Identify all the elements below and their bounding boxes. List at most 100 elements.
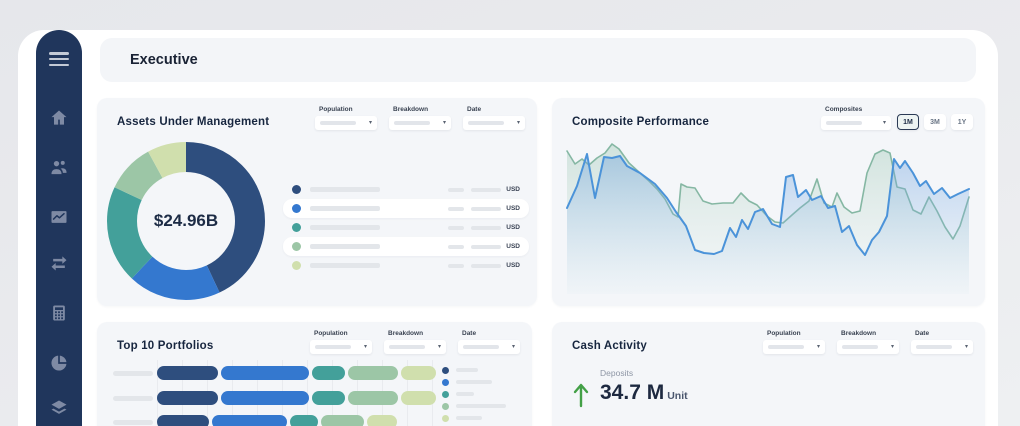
deposits-label: Deposits — [600, 368, 634, 378]
bar-segment — [221, 391, 309, 405]
composite-blue-line — [566, 153, 970, 256]
performance-icon[interactable] — [49, 207, 69, 227]
legend-dot — [292, 223, 301, 232]
portfolio-bar-row[interactable] — [97, 366, 532, 380]
filter-breakdown: Breakdown ▾ — [837, 330, 899, 354]
date-dropdown[interactable]: ▾ — [458, 340, 520, 354]
composites-filter: Composites ▾ — [821, 106, 891, 130]
chevron-down-icon: ▾ — [816, 344, 820, 350]
chevron-down-icon: ▾ — [368, 120, 372, 126]
filter-date: Date ▾ — [463, 106, 525, 130]
portfolio-bar-row[interactable] — [97, 391, 532, 405]
top10-card-title: Top 10 Portfolios — [117, 340, 214, 352]
legend-name-placeholder — [310, 263, 380, 268]
legend-dot — [442, 390, 449, 398]
composite-controls: Composites ▾ 1M 3M 1Y — [821, 106, 973, 130]
aum-donut-chart: $24.96B — [107, 142, 265, 300]
holdings-icon[interactable] — [49, 398, 69, 418]
population-dropdown[interactable]: ▾ — [310, 340, 372, 354]
population-dropdown[interactable]: ▾ — [763, 340, 825, 354]
legend-dot — [292, 242, 301, 251]
composites-dropdown[interactable]: ▾ — [821, 116, 891, 130]
period-button-1m[interactable]: 1M — [897, 114, 919, 130]
donut-segment-series-3 — [107, 142, 265, 300]
legend-name-placeholder — [456, 380, 492, 384]
page-title: Executive — [130, 52, 198, 68]
aum-legend-row[interactable]: USD — [283, 199, 529, 218]
amount-placeholder — [471, 263, 502, 268]
top10-legend — [442, 364, 506, 424]
composite-area-chart — [564, 136, 974, 301]
cash-card-title: Cash Activity — [572, 340, 648, 352]
dropdown-placeholder — [389, 345, 425, 349]
bar-segment — [401, 391, 436, 405]
legend-name-placeholder — [456, 404, 506, 408]
dropdown-placeholder — [826, 121, 862, 125]
aum-legend-row[interactable]: USD — [283, 218, 529, 237]
bar-segment — [348, 391, 398, 405]
portfolio-bar-row[interactable] — [97, 415, 532, 426]
dropdown-placeholder — [394, 121, 430, 125]
top10-portfolios-card: Top 10 Portfolios Population ▾ Breakdown ▾ D… — [97, 322, 532, 426]
filter-label: Breakdown — [388, 330, 424, 337]
sidebar — [36, 30, 82, 426]
bar-segment — [401, 366, 436, 380]
value-placeholder — [448, 263, 465, 268]
amount-placeholder — [471, 244, 502, 249]
aum-legend-row[interactable]: USD — [283, 256, 529, 275]
currency-label: USD — [506, 205, 520, 212]
filter-label: Date — [915, 330, 930, 337]
transactions-icon[interactable] — [49, 253, 69, 273]
clients-icon[interactable] — [49, 157, 69, 177]
filter-label: Breakdown — [393, 106, 429, 113]
legend-name-placeholder — [310, 206, 380, 211]
dropdown-placeholder — [468, 121, 504, 125]
donut-segment-series-2 — [107, 142, 265, 300]
filter-label: Population — [314, 330, 348, 337]
currency-label: USD — [506, 186, 520, 193]
top10-bar-chart — [97, 322, 532, 426]
value-placeholder — [448, 225, 465, 230]
legend-name-placeholder — [456, 416, 482, 420]
chevron-down-icon: ▾ — [437, 344, 441, 350]
bar-segment — [157, 366, 218, 380]
chevron-down-icon: ▾ — [516, 120, 520, 126]
legend-dot — [442, 378, 449, 386]
aum-card-title: Assets Under Management — [117, 116, 270, 128]
bar-segment — [321, 415, 364, 426]
legend-dot — [442, 366, 449, 374]
date-dropdown[interactable]: ▾ — [911, 340, 973, 354]
top10-filters: Population ▾ Breakdown ▾ Date ▾ — [310, 330, 520, 354]
legend-name-placeholder — [456, 368, 478, 372]
currency-label: USD — [506, 243, 520, 250]
date-dropdown[interactable]: ▾ — [463, 116, 525, 130]
dropdown-placeholder — [320, 121, 356, 125]
period-button-1y[interactable]: 1Y — [951, 114, 973, 130]
allocation-icon[interactable] — [49, 353, 69, 373]
currency-label: USD — [506, 224, 520, 231]
composites-filter-label: Composites — [825, 106, 863, 113]
population-dropdown[interactable]: ▾ — [315, 116, 377, 130]
bar-segment — [221, 366, 309, 380]
amount-placeholder — [471, 206, 502, 211]
filter-date: Date ▾ — [911, 330, 973, 354]
hamburger-menu-icon[interactable] — [49, 52, 69, 66]
legend-name-placeholder — [310, 187, 380, 192]
value-placeholder — [448, 187, 465, 192]
breakdown-dropdown[interactable]: ▾ — [837, 340, 899, 354]
breakdown-dropdown[interactable]: ▾ — [384, 340, 446, 354]
currency-label: USD — [506, 262, 520, 269]
dropdown-placeholder — [842, 345, 878, 349]
legend-dot — [442, 402, 449, 410]
chevron-down-icon: ▾ — [442, 120, 446, 126]
home-icon[interactable] — [49, 108, 69, 128]
bar-segment — [312, 391, 345, 405]
chevron-down-icon: ▾ — [964, 344, 968, 350]
aum-legend-row[interactable]: USD — [283, 237, 529, 256]
aum-legend-row[interactable]: USD — [283, 180, 529, 199]
breakdown-dropdown[interactable]: ▾ — [389, 116, 451, 130]
period-button-3m[interactable]: 3M — [924, 114, 946, 130]
deposits-unit: Unit — [667, 390, 688, 402]
legend-name-placeholder — [456, 392, 474, 396]
calculator-icon[interactable] — [49, 303, 69, 323]
